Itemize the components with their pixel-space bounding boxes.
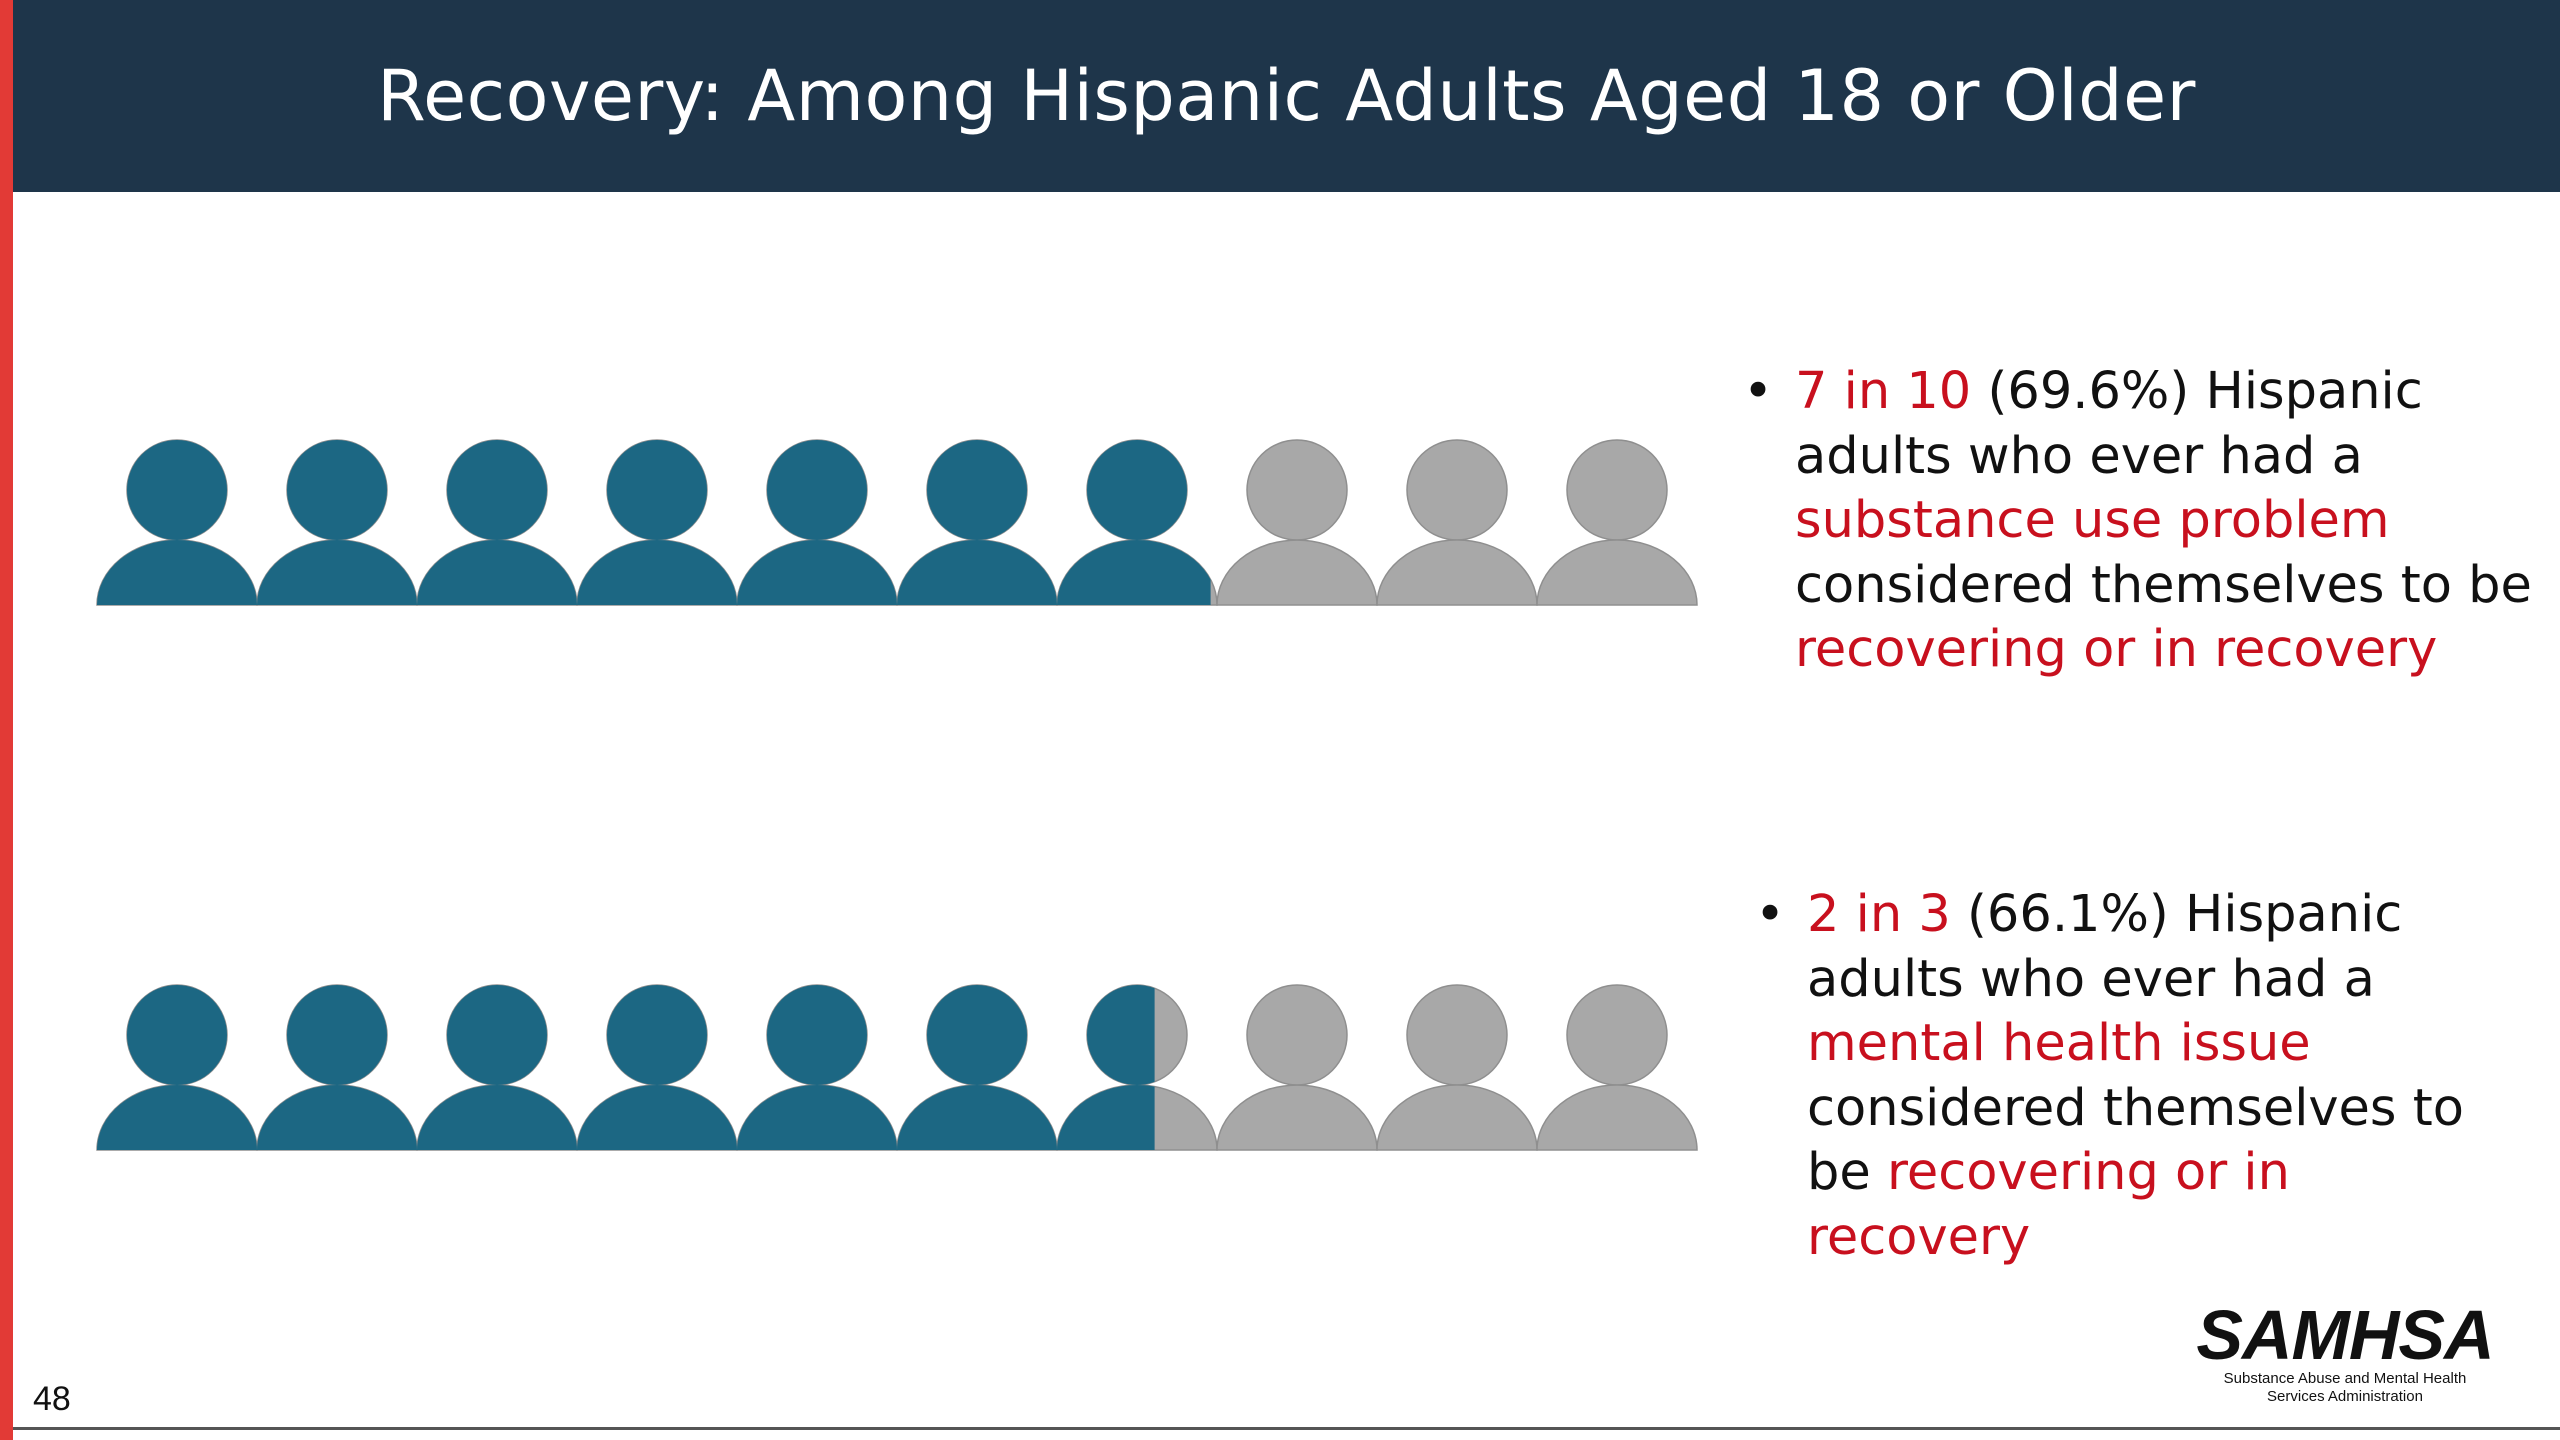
person-body bbox=[1216, 539, 1378, 606]
person-icon-filled bbox=[417, 440, 577, 605]
person-head bbox=[1566, 439, 1668, 541]
bullet-icon: • bbox=[1743, 362, 1774, 421]
person-head bbox=[127, 985, 227, 1085]
person-head bbox=[767, 440, 867, 540]
person-body bbox=[1057, 1085, 1155, 1150]
stat-ratio: 2 in 3 bbox=[1807, 885, 1951, 944]
person-icon-filled bbox=[897, 440, 1057, 605]
person-head bbox=[127, 440, 227, 540]
person-head bbox=[1406, 439, 1508, 541]
person-head bbox=[1406, 984, 1508, 1086]
person-body bbox=[737, 540, 897, 605]
person-head bbox=[447, 985, 547, 1085]
person-icon-empty bbox=[1536, 439, 1698, 606]
person-body bbox=[577, 540, 737, 605]
logo-tagline: Substance Abuse and Mental Health bbox=[2223, 1370, 2467, 1387]
person-body bbox=[1536, 1084, 1698, 1151]
person-head bbox=[287, 985, 387, 1085]
person-head bbox=[1246, 439, 1348, 541]
person-icon-filled bbox=[737, 440, 897, 605]
person-icon-filled bbox=[97, 440, 257, 605]
person-head bbox=[1566, 984, 1668, 1086]
stat-ratio: 7 in 10 bbox=[1795, 362, 1972, 421]
person-head bbox=[927, 985, 1027, 1085]
bottom-divider bbox=[13, 1427, 2560, 1430]
bullet-icon: • bbox=[1755, 885, 1786, 944]
person-icon-filled bbox=[737, 985, 897, 1150]
stat-highlight: substance use problem bbox=[1795, 491, 2390, 550]
person-body bbox=[257, 540, 417, 605]
person-head bbox=[927, 440, 1027, 540]
pictograph-mental-health bbox=[96, 984, 1698, 1151]
person-head bbox=[1087, 440, 1187, 540]
person-icon-filled bbox=[97, 985, 257, 1150]
person-body bbox=[1536, 539, 1698, 606]
person-icon-filled bbox=[257, 985, 417, 1150]
person-head bbox=[607, 985, 707, 1085]
samhsa-logo: SAMHSA Substance Abuse and Mental Health… bbox=[2180, 1300, 2510, 1420]
person-body bbox=[257, 1085, 417, 1150]
person-icon-filled bbox=[417, 985, 577, 1150]
person-body bbox=[737, 1085, 897, 1150]
pictograph-substance-use bbox=[96, 439, 1698, 606]
person-body bbox=[897, 1085, 1057, 1150]
person-icon-empty bbox=[1376, 439, 1538, 606]
person-body bbox=[97, 540, 257, 605]
person-icon-empty bbox=[1536, 984, 1698, 1151]
stat-text: considered themselves to be bbox=[1795, 555, 2532, 615]
person-icon-empty bbox=[1376, 984, 1538, 1151]
slide-title: Recovery: Among Hispanic Adults Aged 18 … bbox=[377, 55, 2196, 137]
person-icon-filled bbox=[897, 985, 1057, 1150]
person-icon-filled bbox=[577, 440, 737, 605]
logo-tagline: Services Administration bbox=[2267, 1388, 2423, 1405]
person-head bbox=[1087, 985, 1155, 1085]
logo-wordmark: SAMHSA bbox=[2196, 1296, 2494, 1374]
stat-substance-use: • 7 in 10 (69.6%) Hispanic adults who ev… bbox=[1743, 360, 2535, 683]
person-body bbox=[97, 1085, 257, 1150]
person-icon-filled bbox=[1057, 985, 1155, 1150]
person-body bbox=[1376, 539, 1538, 606]
person-body bbox=[897, 540, 1057, 605]
person-icon-empty bbox=[1216, 984, 1378, 1151]
title-bar: Recovery: Among Hispanic Adults Aged 18 … bbox=[13, 0, 2560, 192]
person-body bbox=[417, 1085, 577, 1150]
person-body bbox=[1057, 540, 1211, 605]
person-head bbox=[287, 440, 387, 540]
person-body bbox=[417, 540, 577, 605]
page-number: 48 bbox=[33, 1380, 71, 1418]
stat-text: (66.1%) Hispanic adults who ever had a bbox=[1807, 885, 2403, 1009]
person-body bbox=[577, 1085, 737, 1150]
person-icon-filled bbox=[257, 440, 417, 605]
person-head bbox=[607, 440, 707, 540]
stat-highlight: mental health issue bbox=[1807, 1014, 2311, 1073]
person-head bbox=[767, 985, 867, 1085]
person-body bbox=[1376, 1084, 1538, 1151]
person-icon-empty bbox=[1216, 439, 1378, 606]
stat-mental-health: • 2 in 3 (66.1%) Hispanic adults who eve… bbox=[1755, 883, 2507, 1270]
person-head bbox=[1246, 984, 1348, 1086]
stat-text: (69.6%) Hispanic adults who ever had a bbox=[1795, 362, 2423, 486]
person-body bbox=[1216, 1084, 1378, 1151]
stat-highlight: recovering or in recovery bbox=[1795, 620, 2438, 679]
person-icon-filled bbox=[1057, 440, 1211, 605]
stat-highlight: recovering or in recovery bbox=[1807, 1143, 2290, 1267]
person-icon-filled bbox=[577, 985, 737, 1150]
accent-bar bbox=[0, 0, 13, 1440]
person-head bbox=[447, 440, 547, 540]
stat-text: considered themselves to be bbox=[1807, 1078, 2464, 1203]
